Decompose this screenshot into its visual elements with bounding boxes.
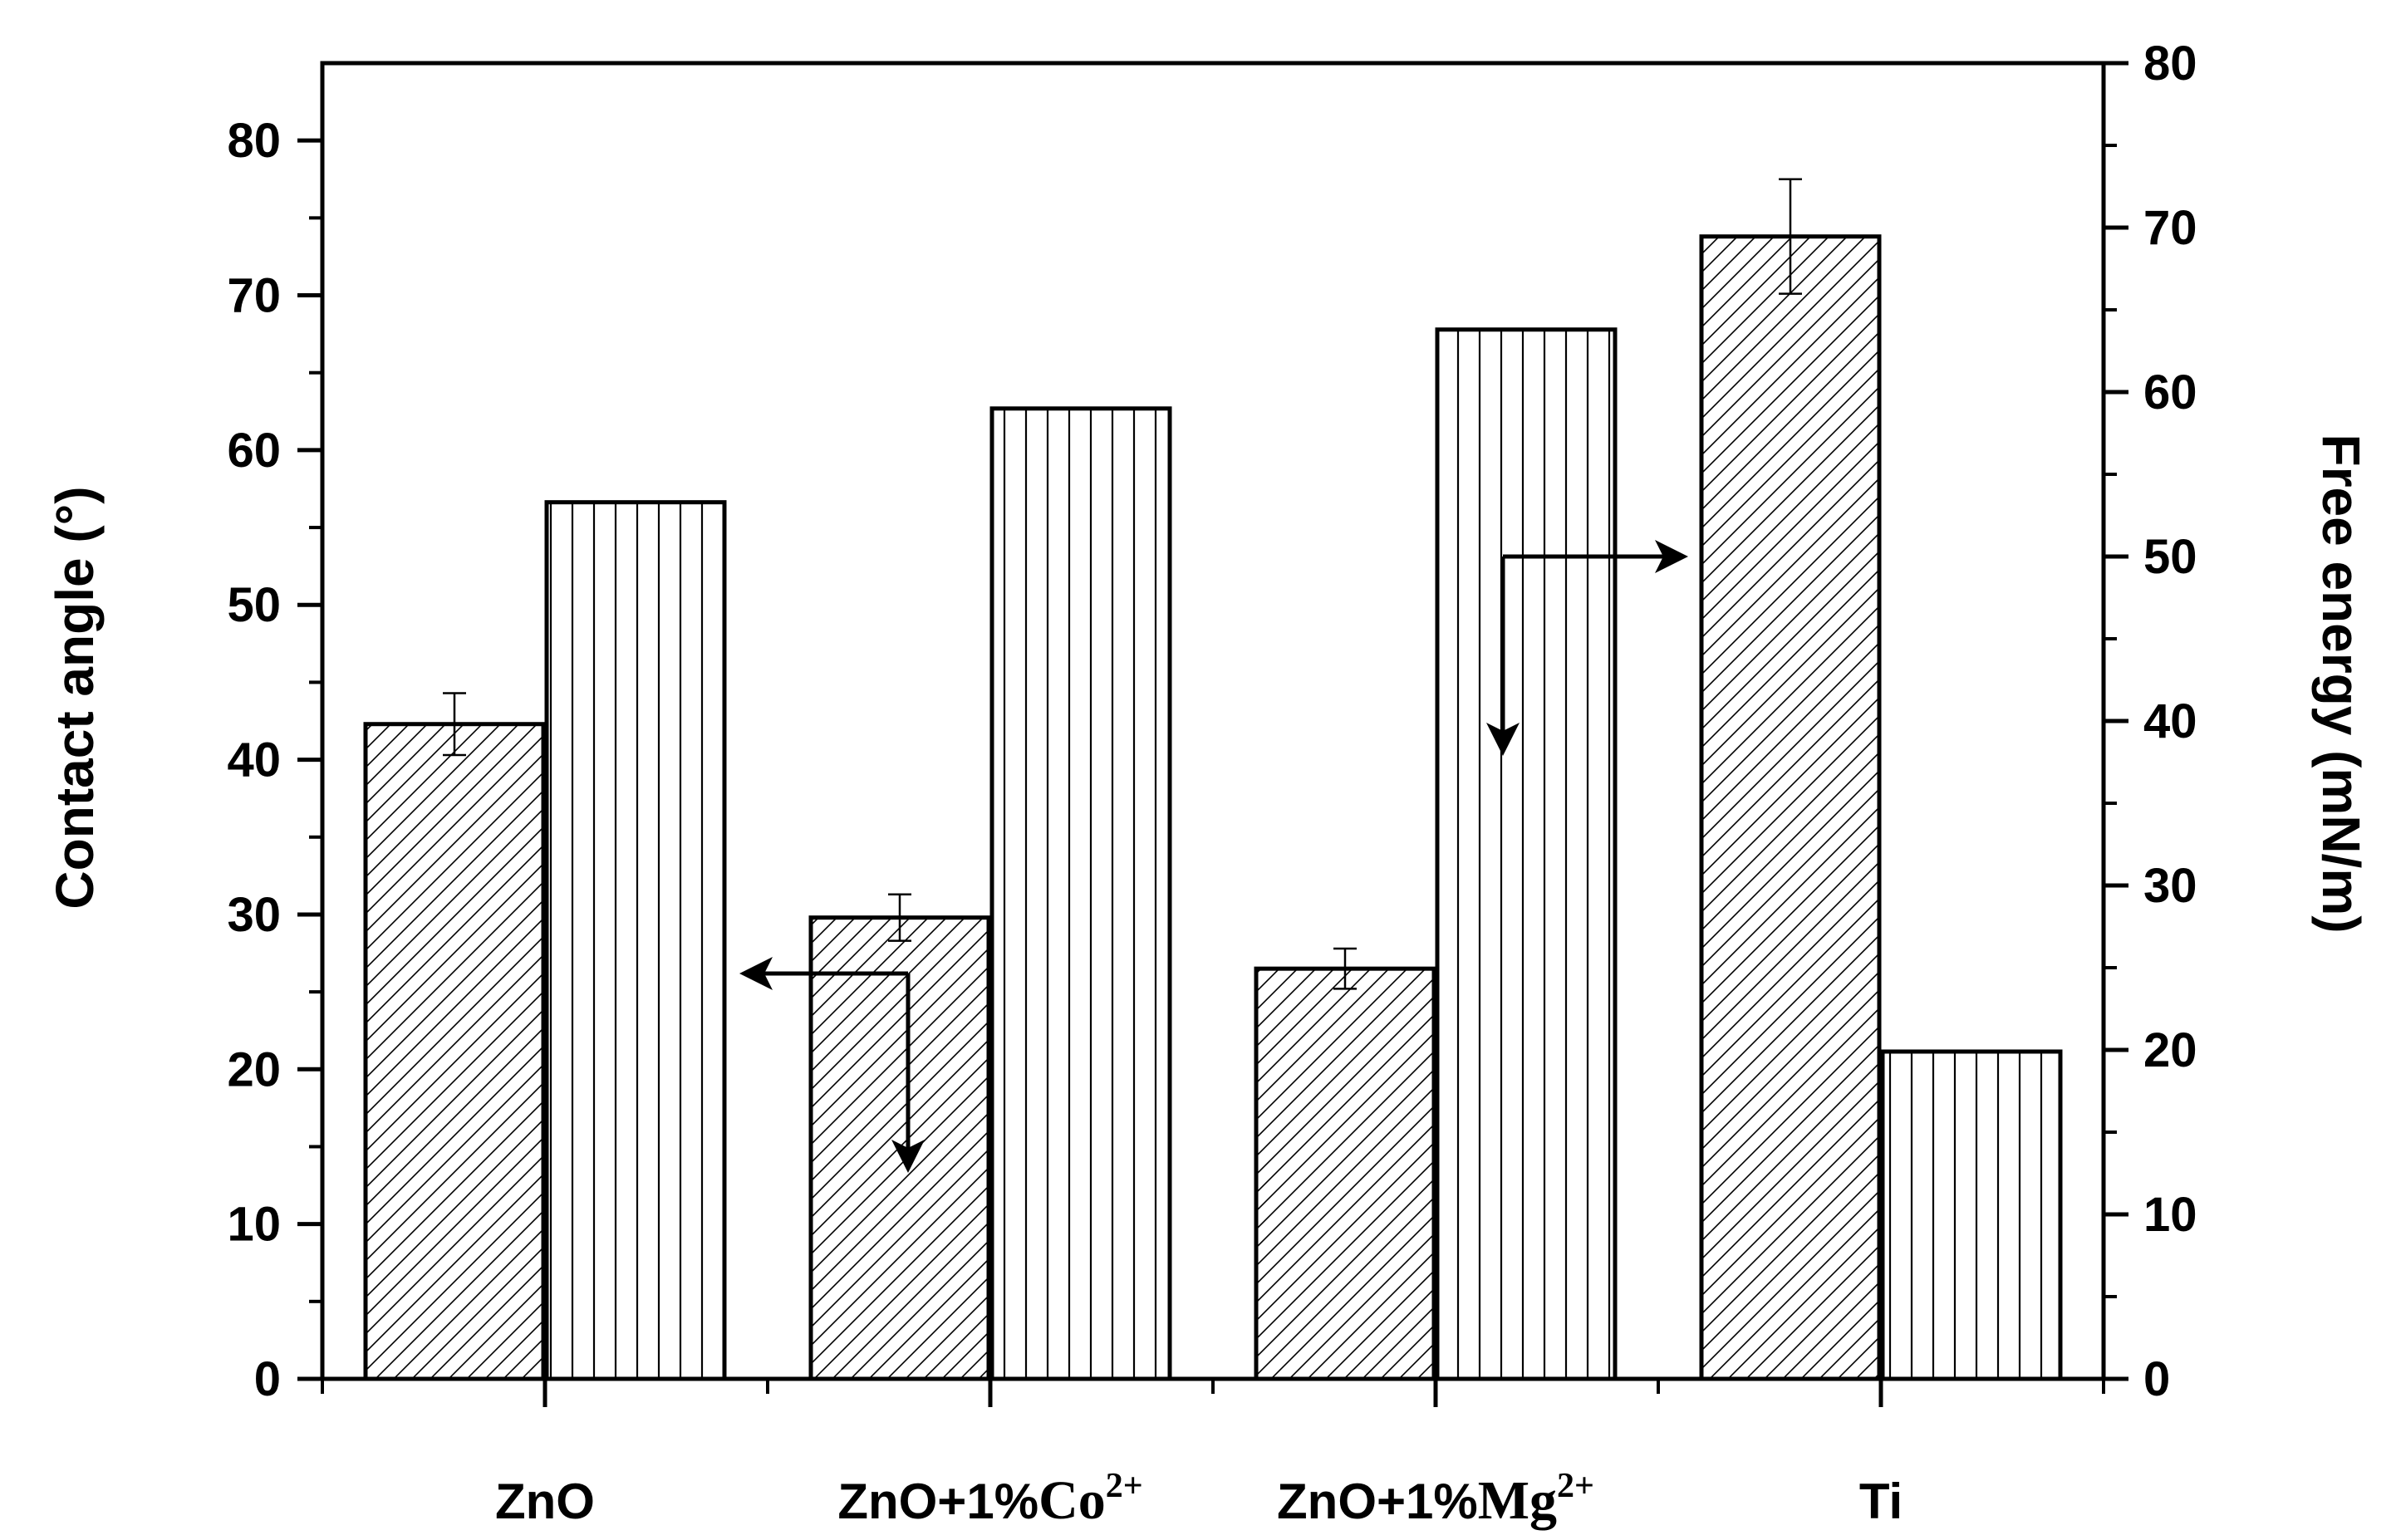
contact-angle-bar-2	[1254, 966, 1436, 1381]
free-energy-bar-3	[1880, 1049, 2063, 1381]
category-label-3: Ti	[1859, 1474, 1903, 1529]
bars-layer	[363, 178, 2063, 1381]
left-axis-title: Contact angle (°)	[45, 486, 105, 909]
right-tick-label-50: 50	[2143, 530, 2197, 584]
right-tick-label-70: 70	[2143, 201, 2197, 255]
category-label-1: ZnO+1%Co2+	[837, 1467, 1142, 1531]
free-energy-bar-2	[1435, 327, 1618, 1381]
category-label-0: ZnO	[495, 1474, 595, 1529]
left-tick-label-50: 50	[227, 578, 281, 632]
right-tick-label-0: 0	[2143, 1352, 2170, 1406]
contact-angle-bar-0	[363, 722, 546, 1381]
free-energy-bar-1	[989, 406, 1172, 1381]
left-tick-label-30: 30	[227, 888, 281, 942]
right-tick-label-20: 20	[2143, 1023, 2197, 1077]
contact-angle-bar-1	[808, 915, 991, 1381]
left-tick-label-80: 80	[227, 114, 281, 168]
left-tick-label-0: 0	[254, 1352, 281, 1406]
category-label-2: ZnO+1%Mg2+	[1277, 1467, 1594, 1531]
labels-layer: 0 10 20 30 40 50 60 70 80 0 10 20 30 40 50 60 70 80 ZnO ZnO…	[227, 37, 2197, 1531]
right-tick-label-80: 80	[2143, 37, 2197, 91]
right-axis-title: Free energy (mN/m)	[2311, 434, 2371, 933]
free-energy-bar-0	[544, 500, 727, 1381]
contact-angle-bar-3	[1699, 234, 1882, 1381]
left-tick-label-10: 10	[227, 1198, 281, 1252]
left-tick-label-60: 60	[227, 424, 281, 478]
left-tick-label-40: 40	[227, 733, 281, 787]
right-tick-label-30: 30	[2143, 859, 2197, 913]
axes-layer	[297, 61, 2128, 1407]
right-tick-label-10: 10	[2143, 1188, 2197, 1242]
left-tick-label-70: 70	[227, 269, 281, 323]
left-tick-label-20: 20	[227, 1042, 281, 1096]
annotation-layer	[739, 540, 1688, 1173]
right-tick-label-40: 40	[2143, 694, 2197, 748]
right-tick-label-60: 60	[2143, 365, 2197, 419]
